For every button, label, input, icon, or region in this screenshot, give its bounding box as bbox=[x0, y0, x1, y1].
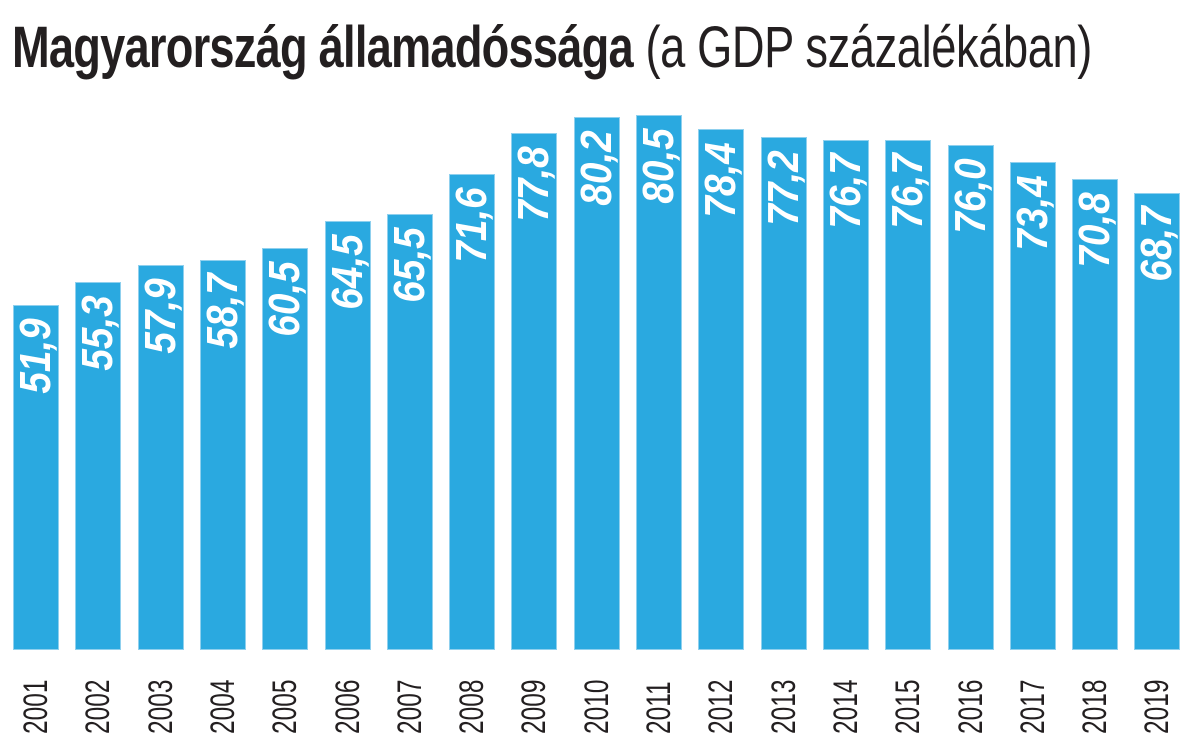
year-label: 2004 bbox=[204, 679, 242, 734]
bar: 60,5 bbox=[260, 248, 309, 650]
bar-value-label: 80,2 bbox=[572, 130, 621, 206]
bar: 68,7 bbox=[1132, 193, 1181, 650]
bar-value-label: 55,3 bbox=[73, 295, 122, 371]
chart-title: Magyarország államadóssága (a GDP százal… bbox=[12, 14, 1092, 82]
bar: 80,2 bbox=[572, 117, 621, 650]
bar: 76,0 bbox=[946, 145, 995, 650]
x-axis-tick-label: 2017 bbox=[1010, 664, 1056, 734]
year-label: 2006 bbox=[329, 679, 367, 734]
bar-value-label: 70,8 bbox=[1070, 192, 1119, 268]
bar-value-label: 71,6 bbox=[447, 187, 496, 263]
bar-value-label: 77,2 bbox=[759, 150, 808, 226]
x-axis-tick-label: 2006 bbox=[325, 664, 371, 734]
x-axis-tick-label: 2003 bbox=[138, 664, 184, 734]
x-axis-tick-label: 2015 bbox=[885, 664, 931, 734]
x-axis-tick-label: 2001 bbox=[13, 664, 59, 734]
year-label: 2014 bbox=[827, 679, 865, 734]
bar-value-label: 76,7 bbox=[883, 153, 932, 229]
x-axis-tick-label: 2014 bbox=[823, 664, 869, 734]
bar-value-label: 76,7 bbox=[821, 153, 870, 229]
bar-value-label: 64,5 bbox=[323, 234, 372, 310]
year-label: 2013 bbox=[765, 679, 803, 734]
x-axis-tick-label: 2007 bbox=[387, 664, 433, 734]
year-label: 2002 bbox=[79, 679, 117, 734]
x-axis-tick-label: 2009 bbox=[511, 664, 557, 734]
year-label: 2003 bbox=[142, 679, 180, 734]
year-label: 2007 bbox=[391, 679, 429, 734]
year-label: 2001 bbox=[17, 679, 55, 734]
bar: 76,7 bbox=[883, 140, 932, 650]
year-label: 2010 bbox=[578, 679, 616, 734]
bar: 73,4 bbox=[1008, 162, 1057, 650]
year-label: 2009 bbox=[515, 679, 553, 734]
year-label: 2012 bbox=[702, 679, 740, 734]
bar-value-label: 68,7 bbox=[1132, 206, 1181, 282]
bar-value-label: 80,5 bbox=[634, 128, 683, 204]
bar-value-label: 78,4 bbox=[696, 142, 745, 218]
bar: 70,8 bbox=[1070, 179, 1119, 650]
x-axis-tick-label: 2012 bbox=[698, 664, 744, 734]
bar-value-label: 58,7 bbox=[198, 273, 247, 349]
x-axis-tick-label: 2002 bbox=[75, 664, 121, 734]
chart-title-unit: (a GDP százalékában) bbox=[645, 15, 1092, 80]
chart-title-main: Magyarország államadóssága bbox=[12, 15, 634, 80]
x-axis-tick-label: 2013 bbox=[761, 664, 807, 734]
year-label: 2016 bbox=[952, 679, 990, 734]
year-label: 2019 bbox=[1138, 679, 1176, 734]
year-label: 2008 bbox=[453, 679, 491, 734]
x-axis-tick-label: 2016 bbox=[948, 664, 994, 734]
bar: 77,2 bbox=[759, 137, 808, 650]
bar: 71,6 bbox=[447, 174, 496, 650]
bar: 58,7 bbox=[198, 260, 247, 650]
bar: 55,3 bbox=[73, 282, 122, 650]
bar-value-label: 65,5 bbox=[385, 227, 434, 303]
bar: 51,9 bbox=[11, 305, 60, 650]
bar: 77,8 bbox=[509, 133, 558, 650]
bar-value-label: 76,0 bbox=[946, 158, 995, 234]
x-axis-tick-label: 2010 bbox=[574, 664, 620, 734]
bar: 76,7 bbox=[821, 140, 870, 650]
bar: 57,9 bbox=[136, 265, 185, 650]
bar-value-label: 73,4 bbox=[1008, 175, 1057, 251]
year-label: 2015 bbox=[889, 679, 927, 734]
x-axis-tick-label: 2004 bbox=[200, 664, 246, 734]
year-label: 2017 bbox=[1014, 679, 1052, 734]
bar-value-label: 77,8 bbox=[509, 146, 558, 222]
x-axis-tick-label: 2011 bbox=[636, 664, 682, 734]
bar-value-label: 51,9 bbox=[11, 318, 60, 394]
x-axis-tick-label: 2018 bbox=[1072, 664, 1118, 734]
bar: 65,5 bbox=[385, 214, 434, 650]
bar: 78,4 bbox=[696, 129, 745, 650]
year-label: 2005 bbox=[266, 679, 304, 734]
bar-value-label: 60,5 bbox=[260, 261, 309, 337]
bar-value-label: 57,9 bbox=[136, 278, 185, 354]
bar: 64,5 bbox=[323, 221, 372, 650]
year-label: 2018 bbox=[1076, 679, 1114, 734]
x-axis-tick-label: 2005 bbox=[262, 664, 308, 734]
x-axis-tick-label: 2008 bbox=[449, 664, 495, 734]
bar: 80,5 bbox=[634, 115, 683, 650]
x-axis-tick-label: 2019 bbox=[1134, 664, 1180, 734]
year-label: 2011 bbox=[640, 681, 678, 734]
